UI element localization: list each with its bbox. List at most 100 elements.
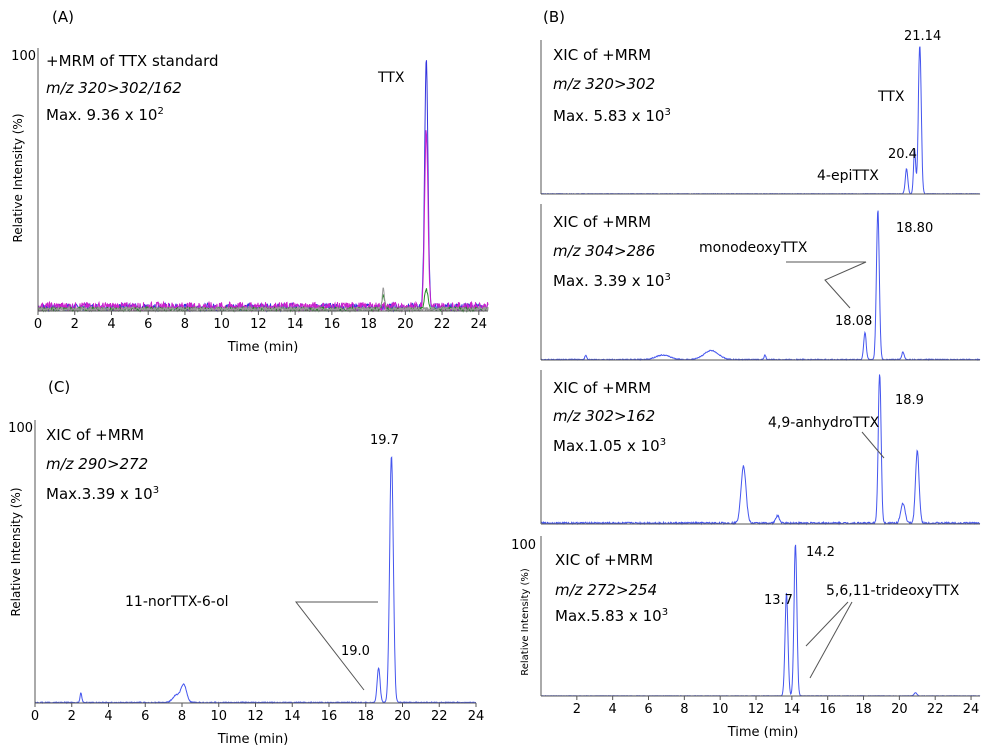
panel-b4-leader-line-1 xyxy=(805,601,849,647)
panel-a-xtick-label: 0 xyxy=(34,317,42,332)
panel-c-xtick-label: 4 xyxy=(104,709,112,724)
panel-b1-max-mantissa: Max. 5.83 x 10 xyxy=(553,107,664,125)
panel-a-max-mantissa: Max. 9.36 x 10 xyxy=(46,106,157,124)
panel-a-xtick-label: 2 xyxy=(71,317,79,332)
panel-a-xtick-label: 4 xyxy=(107,317,115,332)
panel-a: (A) 100 Relative Intensity (%) 0 2 4 6 8 10 12… xyxy=(11,8,489,355)
panel-b1-info-line3: Max. 5.83 x 103 xyxy=(553,107,671,125)
panel-b4-xtick-label: 4 xyxy=(609,702,617,717)
panel-b4-peak-label-14.2: 14.2 xyxy=(806,545,835,560)
panel-a-xtick-label: 16 xyxy=(324,317,341,332)
panel-b1-annotation-ttx: TTX xyxy=(877,89,905,105)
panel-b2-max-mantissa: Max. 3.39 x 10 xyxy=(553,272,664,290)
panel-b4-info-line1: XIC of +MRM xyxy=(555,551,653,569)
panel-a-xtick-label: 8 xyxy=(181,317,189,332)
panel-b3-max-mantissa: Max.1.05 x 10 xyxy=(553,437,660,455)
panel-b4-ylabel: Relative Intensity (%) xyxy=(520,568,531,676)
panel-a-xtick-label: 22 xyxy=(434,317,451,332)
panel-b3-info-line1: XIC of +MRM xyxy=(553,379,651,397)
panel-b3-info-line2: m/z 302>162 xyxy=(553,407,655,425)
panel-c-info-line3: Max.3.39 x 103 xyxy=(46,485,159,503)
panel-a-xtick-label: 14 xyxy=(287,317,304,332)
panel-b4-xticks: 2 4 6 8 10 12 14 16 18 20 22 24 xyxy=(573,696,980,717)
panel-b1: (B) XIC of +MRM m/z 320>302 Max. 5.83 x … xyxy=(540,8,981,195)
panel-b4-xtick-label: 24 xyxy=(963,702,980,717)
panel-a-trace-magenta xyxy=(37,130,489,313)
panel-c: (C) 100 Relative Intensity (%) 0 2 4 6 8 10 12… xyxy=(8,378,484,747)
panel-b4-xtick-label: 18 xyxy=(855,702,872,717)
panel-b4-xtick-label: 22 xyxy=(927,702,944,717)
panel-b4-max-mantissa: Max.5.83 x 10 xyxy=(555,607,662,625)
panel-b4-leader-line-2 xyxy=(809,601,853,679)
panel-c-label: (C) xyxy=(48,378,70,396)
panel-a-ylabel: Relative Intensity (%) xyxy=(11,113,25,242)
panel-b4-ytick-100: 100 xyxy=(511,538,536,553)
panel-c-xtick-label: 22 xyxy=(431,709,448,724)
panel-c-xtick-label: 10 xyxy=(210,709,227,724)
panel-a-max-exponent: 2 xyxy=(157,106,163,117)
panel-b1-info-line2: m/z 320>302 xyxy=(553,75,655,93)
panel-c-xtick-label: 18 xyxy=(357,709,374,724)
panel-a-annotation-ttx: TTX xyxy=(377,70,405,86)
panel-b4-xtick-label: 14 xyxy=(784,702,801,717)
panel-b1-peak-label-21.14: 21.14 xyxy=(904,29,941,44)
panel-c-info-line1: XIC of +MRM xyxy=(46,426,144,444)
panel-c-annotation-norttx: 11-norTTX-6-ol xyxy=(125,594,229,610)
panel-c-leader-line xyxy=(294,601,378,691)
panel-c-ylabel: Relative Intensity (%) xyxy=(9,487,23,616)
panel-b1-max-exponent: 3 xyxy=(664,107,670,118)
panel-b1-info-line1: XIC of +MRM xyxy=(553,46,651,64)
panel-b4-xtick-label: 20 xyxy=(891,702,908,717)
panel-a-trace-blue xyxy=(37,60,489,313)
panel-a-xticks: 0 2 4 6 8 10 12 14 16 18 20 22 24 xyxy=(34,311,487,332)
panel-b3: XIC of +MRM m/z 302>162 Max.1.05 x 103 1… xyxy=(540,370,981,526)
panel-c-xticks: 0 2 4 6 8 10 12 14 16 18 20 22 24 xyxy=(31,703,484,724)
panel-a-label: (A) xyxy=(52,8,74,26)
panel-b2-leader-line xyxy=(786,261,867,309)
panel-b3-leader-line xyxy=(861,431,885,459)
panel-b3-max-exponent: 3 xyxy=(660,437,666,448)
panel-b4-xtick-label: 16 xyxy=(819,702,836,717)
panel-a-info-line2: m/z 320>302/162 xyxy=(46,79,182,97)
panel-c-info-line2: m/z 290>272 xyxy=(46,455,148,473)
panel-c-xtick-label: 12 xyxy=(247,709,264,724)
panel-c-xtick-label: 16 xyxy=(321,709,338,724)
panel-a-xtick-label: 12 xyxy=(250,317,267,332)
panel-a-xtick-label: 18 xyxy=(360,317,377,332)
panel-b2-info-line1: XIC of +MRM xyxy=(553,213,651,231)
panel-c-peak-label-19.0: 19.0 xyxy=(341,644,370,659)
panel-b4: 100 Relative Intensity (%) 2 4 6 8 10 12 14 16 1… xyxy=(511,536,981,740)
panel-b4-info-line3: Max.5.83 x 103 xyxy=(555,607,668,625)
panel-a-info-line1: +MRM of TTX standard xyxy=(46,52,219,70)
panel-b4-annotation-trideoxyttx: 5,6,11-trideoxyTTX xyxy=(826,583,960,599)
panel-b4-max-exponent: 3 xyxy=(662,607,668,618)
panel-a-traces xyxy=(37,60,489,313)
panel-b3-info-line3: Max.1.05 x 103 xyxy=(553,437,666,455)
panel-b2-peak-label-18.80: 18.80 xyxy=(896,221,933,236)
panel-c-peak-label-19.7: 19.7 xyxy=(370,433,399,448)
panel-c-xtick-label: 14 xyxy=(284,709,301,724)
panel-b4-xtick-label: 10 xyxy=(712,702,729,717)
panel-b4-xtick-label: 12 xyxy=(748,702,765,717)
panel-a-xtick-label: 20 xyxy=(397,317,414,332)
panel-c-xlabel: Time (min) xyxy=(217,732,289,747)
panel-b1-peak-label-20.4: 20.4 xyxy=(888,147,917,162)
panel-c-xtick-label: 2 xyxy=(68,709,76,724)
panel-b2-info-line3: Max. 3.39 x 103 xyxy=(553,272,671,290)
panel-c-xtick-label: 0 xyxy=(31,709,39,724)
panel-b-label: (B) xyxy=(543,8,565,26)
panel-b4-xtick-label: 6 xyxy=(644,702,652,717)
panel-c-max-mantissa: Max.3.39 x 10 xyxy=(46,485,153,503)
panel-c-ytick-100: 100 xyxy=(8,421,33,436)
panel-b3-annotation-anhydrottx: 4,9-anhydroTTX xyxy=(768,415,880,431)
panel-b2: XIC of +MRM m/z 304>286 Max. 3.39 x 103 … xyxy=(540,204,981,362)
panel-b2-info-line2: m/z 304>286 xyxy=(553,242,655,260)
panel-a-xtick-label: 6 xyxy=(144,317,152,332)
panel-a-info-line3: Max. 9.36 x 102 xyxy=(46,106,164,124)
panel-c-xtick-label: 8 xyxy=(178,709,186,724)
panel-a-trace-gray xyxy=(37,287,489,313)
panel-b2-peak-label-18.08: 18.08 xyxy=(835,314,872,329)
panel-c-xtick-label: 6 xyxy=(141,709,149,724)
panel-b2-max-exponent: 3 xyxy=(664,272,670,283)
